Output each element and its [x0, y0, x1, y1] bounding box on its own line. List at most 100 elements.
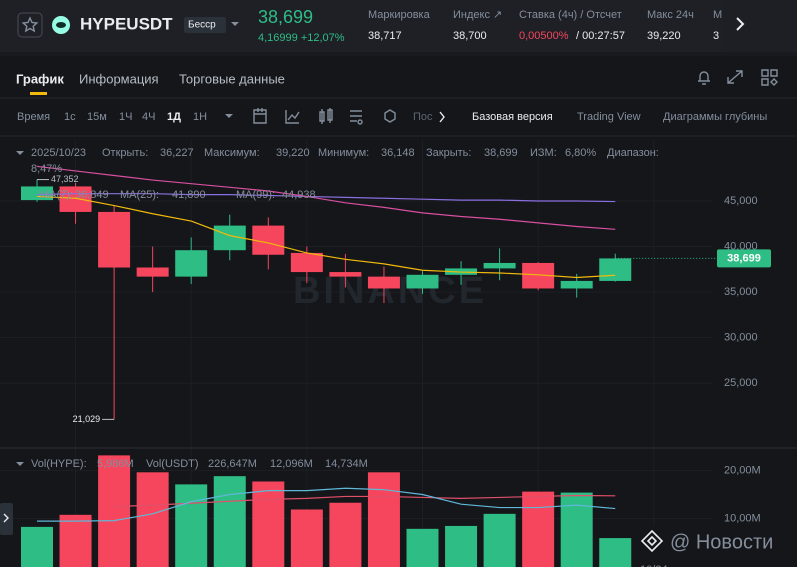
y-tick-label: 45,000: [724, 195, 758, 207]
coin-logo-mark: [56, 22, 66, 28]
fade: [722, 0, 797, 52]
candle-body: [406, 274, 439, 289]
volume-bar: [59, 514, 92, 567]
volume-bar: [522, 491, 555, 567]
volume-bar: [445, 525, 478, 567]
overlay-bg: [636, 526, 797, 562]
ma7-line: [36, 195, 616, 279]
volume-bar: [560, 492, 593, 567]
stat-value: 0,00500%: [519, 30, 569, 42]
collapse-arrow: [16, 462, 24, 466]
badge-bg: [184, 17, 226, 33]
volume-bar: [21, 526, 53, 567]
interval[interactable]: 15м: [87, 111, 107, 123]
candle-body: [252, 225, 285, 255]
info-label: Открыть:: [102, 147, 148, 159]
info-value: 38,699: [484, 147, 518, 159]
interval[interactable]: 1с: [64, 111, 76, 123]
info-label: Максимум:: [204, 147, 260, 159]
view[interactable]: Trading View: [577, 111, 641, 123]
volume-bar: [406, 528, 439, 567]
info-value: 39,220: [276, 147, 310, 159]
favorite-button[interactable]: [17, 12, 43, 38]
last-price: 38,699: [258, 7, 313, 27]
info-value: 36,148: [381, 147, 415, 159]
vol-legend-value: 5,986M: [97, 458, 134, 470]
vol-legend-label: Vol(USDT): [146, 458, 199, 470]
candle-body: [98, 211, 131, 268]
ma-legend-value: 44,938: [282, 189, 316, 201]
indicator-icon[interactable]: [285, 110, 300, 124]
layout-icon[interactable]: [761, 69, 778, 86]
view-active[interactable]: Базовая версия: [472, 111, 553, 123]
stat-value: 38,717: [368, 30, 402, 42]
ma-legend-value: 41,890: [172, 189, 206, 201]
info-value: 6,80%: [565, 147, 596, 159]
fullscreen-icon[interactable]: [727, 70, 743, 84]
candle-body: [136, 267, 169, 277]
tab-active[interactable]: График: [16, 71, 64, 86]
stat-value: 39,220: [647, 30, 681, 42]
stat-label: Индекс ↗: [453, 9, 502, 21]
vol-legend-label: Vol(HYPE):: [31, 458, 87, 470]
view[interactable]: Диаграммы глубины: [663, 111, 767, 123]
y-tick-label: 25,000: [724, 377, 758, 389]
info-date: 2025/10/23: [31, 147, 86, 159]
stat-label: М: [713, 9, 722, 21]
y-tick-label: 10,00M: [724, 513, 761, 525]
ma99-line: [36, 193, 616, 203]
volume-bar: [175, 484, 208, 567]
vol-ma5-line: [37, 487, 616, 522]
date-icon[interactable]: [253, 108, 267, 124]
stat-label: Ставка (4ч) / Отсчет: [519, 9, 622, 21]
vol-legend-value: 14,734M: [325, 458, 368, 470]
candle-body: [290, 252, 323, 273]
interval-dropdown[interactable]: [225, 114, 233, 118]
info-label: Минимум:: [318, 147, 369, 159]
watermark: BINANCE: [293, 270, 487, 312]
y-tick-label: 20,00M: [724, 464, 761, 476]
stat-value: 38,700: [453, 30, 487, 42]
volume-bar: [290, 509, 323, 567]
y-tick-label: 30,000: [724, 332, 758, 344]
symbol[interactable]: HYPEUSDT: [80, 14, 173, 33]
next-button[interactable]: [736, 17, 745, 31]
x-tick-label: 10/24: [640, 564, 668, 567]
info-label: Диапазон:: [607, 147, 659, 159]
vol-legend-value: 226,647M: [208, 458, 257, 470]
volume-bar: [136, 472, 169, 567]
stat-value: / 00:27:57: [576, 30, 625, 42]
interval[interactable]: 1Ч: [119, 111, 132, 123]
info-label: Закрыть:: [426, 147, 471, 159]
volume-bar: [98, 455, 131, 567]
toolbar-next[interactable]: [439, 111, 445, 123]
last-price-tag: [717, 249, 771, 268]
tab-underline: [30, 92, 47, 95]
volume-bar: [367, 472, 400, 567]
interval-active[interactable]: 1Д: [167, 111, 181, 123]
toolbar-more[interactable]: Пос: [413, 111, 433, 123]
interval[interactable]: 1Н: [193, 111, 207, 123]
stat-label: Маркировка: [368, 9, 431, 21]
stat-label: Макс 24ч: [647, 9, 694, 21]
alert-icon[interactable]: [698, 71, 710, 85]
chart-type-icon[interactable]: [319, 108, 333, 124]
ma-legend-label: MA(7):: [40, 189, 73, 201]
candle-body: [560, 280, 593, 289]
tools-icon[interactable]: [384, 109, 396, 123]
collapse-arrow: [16, 151, 24, 155]
volume-bar: [483, 513, 516, 567]
header-bg: [0, 0, 797, 52]
tab[interactable]: Информация: [79, 71, 159, 86]
vol-legend-value: 12,096M: [270, 458, 313, 470]
settings-icon[interactable]: [350, 110, 363, 125]
tab[interactable]: Торговые данные: [179, 71, 285, 86]
candle-body: [599, 258, 632, 281]
overlay-text: @ Новости: [670, 531, 773, 553]
dropdown-arrow[interactable]: [231, 22, 239, 26]
ma-legend-label: MA(25):: [120, 189, 159, 201]
interval-label: Время: [17, 111, 50, 123]
volume-bar: [329, 502, 362, 567]
volume-bar: [252, 481, 285, 567]
interval[interactable]: 4Ч: [142, 111, 155, 123]
